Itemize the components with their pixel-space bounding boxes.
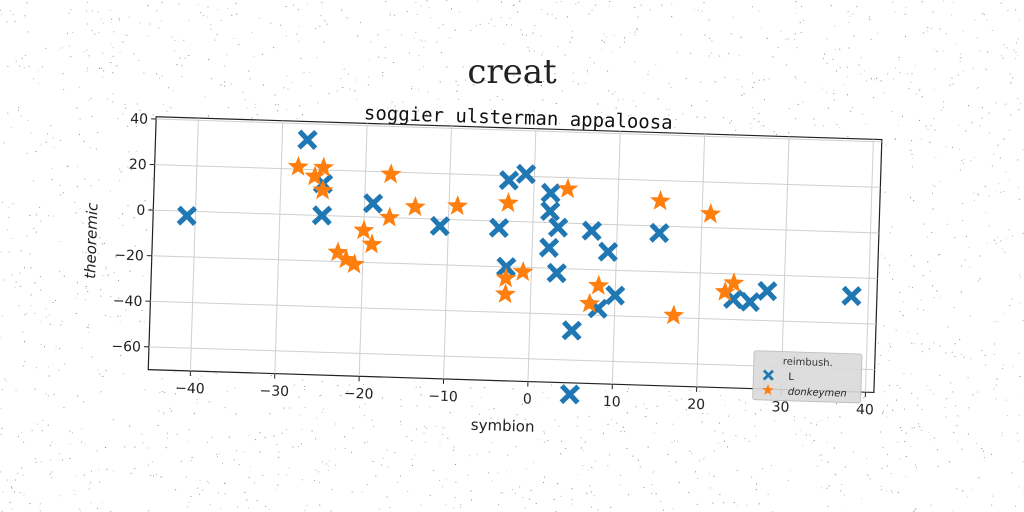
scatter-point-donkeymen <box>447 195 469 216</box>
legend-marker-l <box>762 369 774 381</box>
series-l <box>176 129 862 405</box>
scatter-point-donkeymen <box>313 156 335 177</box>
x-tick-label: 20 <box>687 397 705 414</box>
legend-title: reimbush. <box>783 357 833 370</box>
scatter-point-l <box>496 256 517 278</box>
x-tick-label: −20 <box>344 386 374 403</box>
y-tick-label: 40 <box>130 111 148 128</box>
y-tick-label: −40 <box>113 293 143 310</box>
scatter-point-donkeymen <box>700 202 722 224</box>
scatter-point-donkeymen <box>723 272 745 293</box>
x-tick-label: 40 <box>856 402 874 419</box>
x-tick-label: −40 <box>175 380 205 397</box>
scatter-point-donkeymen <box>512 260 534 282</box>
x-grid-line <box>527 128 537 382</box>
scatter-point-l <box>649 222 670 244</box>
scatter-point-l <box>362 193 384 214</box>
scatter-point-l <box>176 205 198 226</box>
scatter-point-l <box>561 320 582 341</box>
legend-marker-donkeymen <box>762 384 774 396</box>
scatter-point-donkeymen <box>327 241 349 262</box>
scatter-point-l <box>515 163 537 185</box>
scatter-point-l <box>597 241 619 263</box>
scatter-point-donkeymen <box>497 192 519 213</box>
scatter-point-donkeymen <box>379 206 401 227</box>
scatter-point-donkeymen <box>287 155 309 176</box>
x-grid-line <box>696 133 706 387</box>
scatter-point-l <box>604 285 626 306</box>
scatter-point-donkeymen <box>361 233 383 254</box>
scatter-point-donkeymen <box>495 283 516 304</box>
y-grid-line <box>150 300 877 325</box>
x-axis-ticks: −40 −30 −20 −10 0 10 20 30 40 <box>175 370 874 419</box>
x-tick-label: 30 <box>771 399 789 416</box>
scatter-point-donkeymen <box>404 195 426 217</box>
x-grid-line <box>780 136 790 390</box>
scatter-point-donkeymen <box>714 280 736 302</box>
x-tick-label: −30 <box>259 383 289 400</box>
scatter-point-donkeymen <box>495 267 517 288</box>
scatter-point-donkeymen <box>557 177 579 199</box>
legend-box <box>752 350 863 404</box>
scatter-point-donkeymen <box>304 165 326 186</box>
scatter-points <box>176 129 862 405</box>
x-grid-line <box>189 118 199 371</box>
x-grid-line <box>358 123 368 377</box>
y-grid-line <box>151 255 878 280</box>
series-donkeymen <box>287 155 745 325</box>
scatter-point-l <box>498 170 520 191</box>
y-tick-label: 20 <box>129 157 147 174</box>
y-axis-ticks: 40 20 0 −20 −40 −60 <box>111 111 157 356</box>
scatter-point-donkeymen <box>353 219 375 240</box>
scatter-point-l <box>488 217 510 239</box>
legend-label-donkeymen: donkeymen <box>788 387 847 400</box>
scatter-point-l <box>540 182 561 204</box>
scatter-point-l <box>559 384 580 405</box>
y-grid-line <box>156 118 882 143</box>
x-grid-line <box>274 120 284 374</box>
scatter-point-l <box>546 262 567 284</box>
scatter-point-donkeymen <box>312 179 334 200</box>
scatter-point-donkeymen <box>663 304 685 325</box>
x-tick-label: 0 <box>523 391 532 407</box>
scatter-point-donkeymen <box>343 253 365 274</box>
x-axis-label: symbion <box>471 416 535 436</box>
scatter-point-l <box>429 215 451 237</box>
y-grid-line <box>154 164 881 188</box>
legend-label-l: L <box>788 372 794 383</box>
x-tick-label: −10 <box>428 388 458 405</box>
scatter-point-l <box>757 280 778 302</box>
scatter-point-donkeymen <box>649 190 671 211</box>
scatter-point-l <box>311 205 333 226</box>
scatter-point-l <box>538 237 560 258</box>
x-tick-label: 10 <box>603 394 621 411</box>
y-axis-label: theoremic <box>81 202 101 279</box>
scatter-point-donkeymen <box>380 163 402 184</box>
scatter-point-donkeymen <box>579 292 601 313</box>
scatter-point-donkeymen <box>588 274 610 295</box>
x-grid-line <box>443 126 453 379</box>
y-tick-label: −20 <box>114 248 144 265</box>
legend: reimbush. L donkeymen <box>752 350 863 404</box>
y-grid-line <box>153 209 879 234</box>
plot-area: soggier ulsterman appaloosa −40 −30 −20 −10… <box>81 102 883 436</box>
scatter-point-l <box>539 201 561 222</box>
scatter-point-l <box>297 129 318 150</box>
grid-lines <box>148 118 882 393</box>
y-tick-label: 0 <box>136 203 145 219</box>
y-tick-label: −60 <box>111 339 141 356</box>
scatter-point-l <box>739 291 761 313</box>
scatter-point-donkeymen <box>335 248 357 269</box>
scatter-point-l <box>841 285 862 307</box>
scatter-point-l <box>547 217 569 238</box>
figure-suptitle: creat <box>467 52 557 92</box>
x-grid-line <box>864 139 874 393</box>
scatter-point-l <box>581 220 603 241</box>
